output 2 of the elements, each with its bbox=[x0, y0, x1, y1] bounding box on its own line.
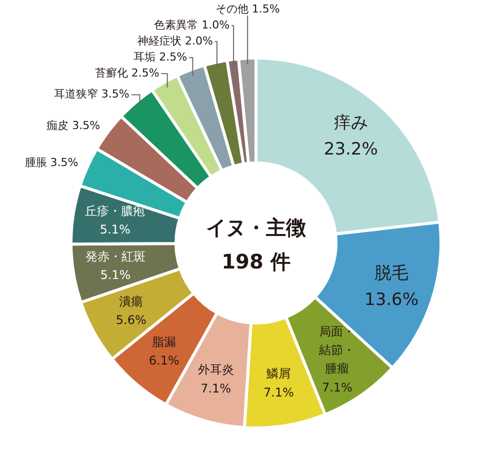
text: イヌ・主徴 bbox=[206, 215, 307, 240]
text: 198 件 bbox=[222, 249, 290, 274]
